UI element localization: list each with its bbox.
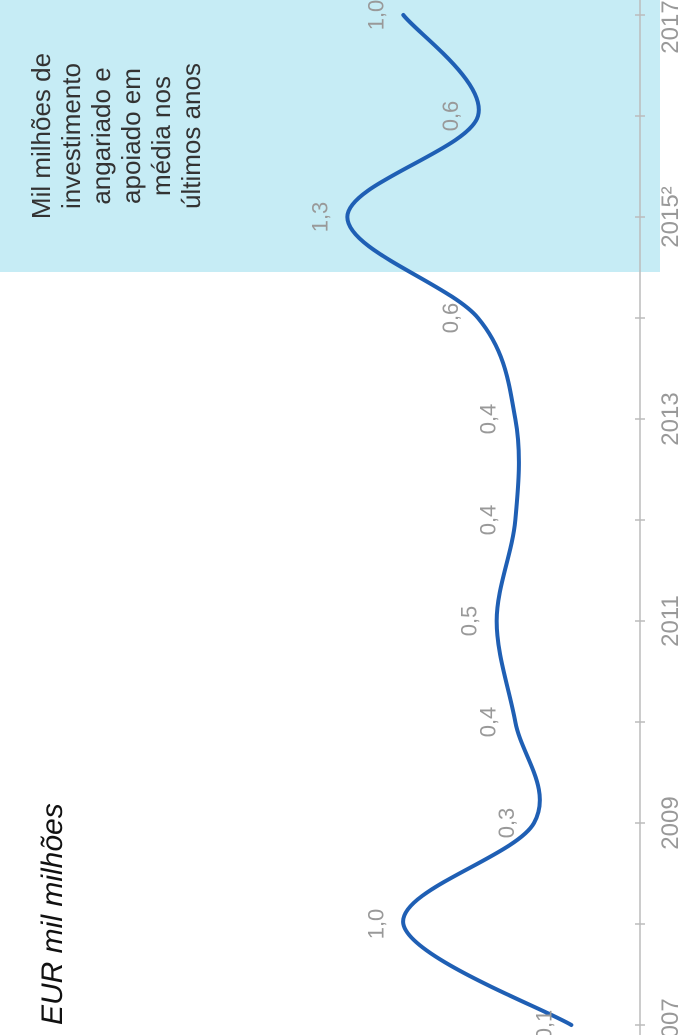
highlight-annotation: Mil milhões de investimento angariado e apo… (26, 53, 206, 219)
data-label: 0,1 (531, 1010, 556, 1035)
x-tick-label: 2013 (657, 392, 684, 445)
annotation-line: apoiado em (116, 68, 146, 204)
annotation-line: média nos (146, 76, 176, 196)
annotation-line: investimento (56, 63, 86, 209)
y-axis-label: EUR mil milhões (36, 803, 69, 1025)
data-label: 1,0 (363, 0, 388, 30)
x-axis-ticks (635, 14, 645, 1026)
annotation-line: Mil milhões de (26, 53, 56, 219)
x-axis-tick-labels: 2007 2009 2011 2013 2015² 2017E¹ (657, 0, 684, 1035)
data-label: 0,3 (494, 808, 519, 839)
data-label: 0,5 (457, 606, 482, 637)
highlight-band (0, 0, 660, 272)
x-tick-label: 2015² (657, 186, 684, 247)
annotation-line: angariado e (86, 67, 116, 204)
data-label: 0,4 (475, 404, 500, 435)
data-label: 0,4 (475, 505, 500, 536)
x-tick-label: 2007 (657, 998, 684, 1035)
data-label: 1,0 (363, 909, 388, 940)
annotation-line: últimos anos (176, 63, 206, 209)
data-label: 0,6 (438, 101, 463, 132)
data-label: 0,6 (438, 303, 463, 334)
x-tick-label: 2017E¹ (657, 0, 684, 54)
data-label: 0,4 (475, 707, 500, 738)
x-tick-label: 2009 (657, 796, 684, 849)
x-tick-label: 2011 (657, 595, 684, 647)
data-labels: 0,1 1,0 0,3 0,4 0,5 0,4 0,4 0,6 1,3 0,6 1,0 (307, 0, 556, 1035)
data-label: 1,3 (307, 202, 332, 233)
series-line (345, 13, 574, 1027)
